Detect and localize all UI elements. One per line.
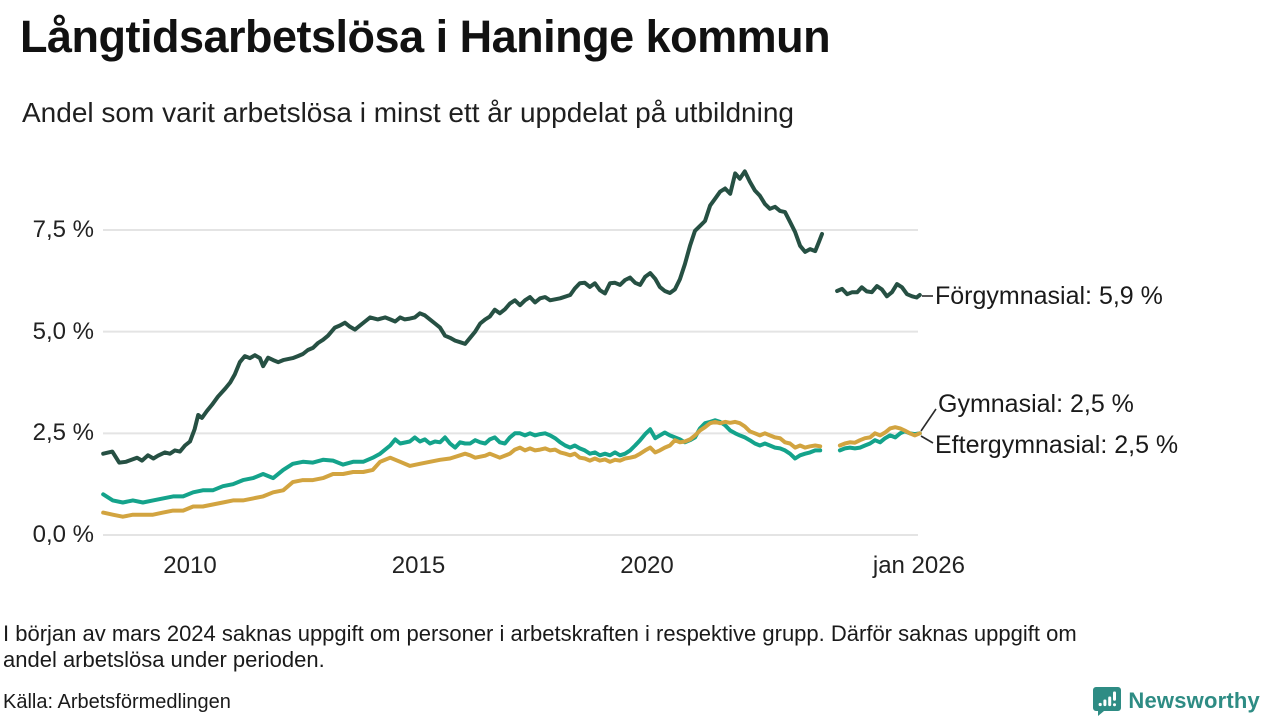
newsworthy-bar-chart-icon bbox=[1093, 686, 1122, 716]
series-label-eftergymnasial: Eftergymnasial: 2,5 % bbox=[935, 431, 1179, 459]
x-tick-label: jan 2026 bbox=[872, 552, 965, 579]
source-text: Källa: Arbetsförmedlingen bbox=[3, 691, 231, 713]
series-line-eftergymnasial bbox=[837, 425, 922, 448]
series-line-gymnasial bbox=[837, 429, 922, 453]
footnote: I början av mars 2024 saknas uppgift om … bbox=[3, 621, 1077, 673]
annotation-leader-line bbox=[920, 408, 937, 432]
footnote-line-1: I början av mars 2024 saknas uppgift om … bbox=[3, 621, 1077, 646]
x-tick-label: 2010 bbox=[163, 552, 217, 579]
newsworthy-wordmark: Newsworthy bbox=[1128, 688, 1260, 713]
x-tick-label: 2020 bbox=[620, 552, 674, 579]
footnote-line-2: andel arbetslösa under perioden. bbox=[3, 647, 325, 672]
page-title: Långtidsarbetslösa i Haninge kommun bbox=[20, 11, 831, 62]
page-subtitle: Andel som varit arbetslösa i minst ett å… bbox=[22, 97, 794, 128]
series-label-forgymnasial: Förgymnasial: 5,9 % bbox=[935, 282, 1163, 310]
y-tick-label: 2,5 % bbox=[32, 419, 94, 447]
series-line-gymnasial bbox=[101, 418, 823, 505]
series-line-forgymnasial bbox=[835, 282, 922, 300]
series-line-eftergymnasial bbox=[101, 419, 823, 519]
x-tick-label: 2015 bbox=[391, 552, 446, 579]
series-line-forgymnasial bbox=[101, 169, 824, 465]
series-label-gymnasial: Gymnasial: 2,5 % bbox=[938, 390, 1134, 418]
y-tick-label: 7,5 % bbox=[32, 215, 94, 243]
newsworthy-logo[interactable]: Newsworthy bbox=[1093, 686, 1260, 716]
y-tick-label: 0,0 % bbox=[32, 521, 94, 548]
y-tick-label: 5,0 % bbox=[32, 317, 94, 345]
annotation-leader-line bbox=[920, 435, 934, 444]
